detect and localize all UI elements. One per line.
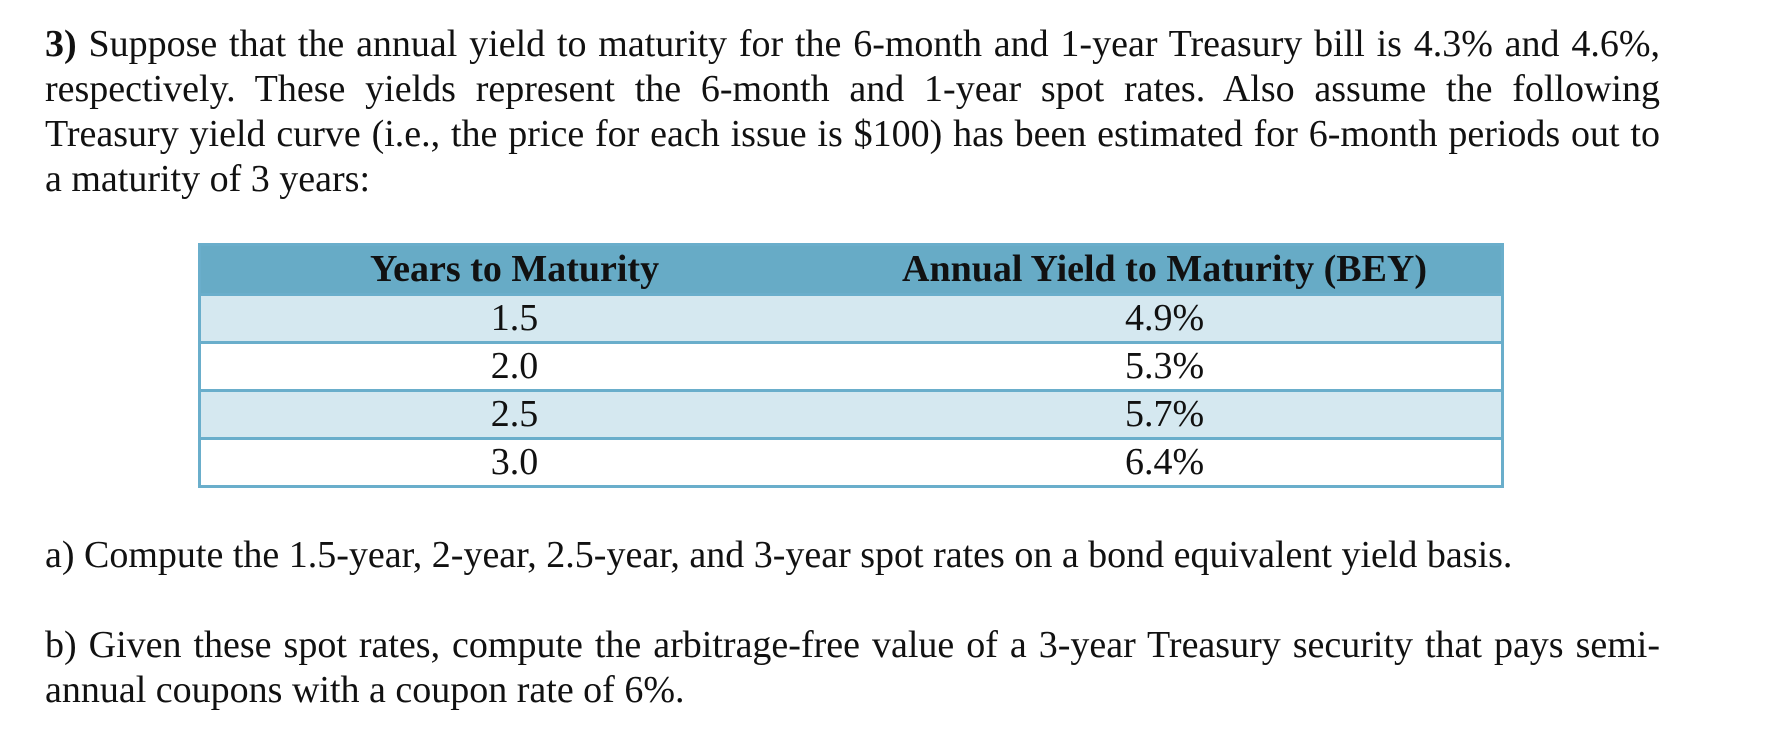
table-row: 2.5 5.7% — [199, 390, 1503, 440]
header-annual-yield: Annual Yield to Maturity (BEY) — [828, 244, 1503, 296]
problem-number: 3) — [45, 23, 77, 65]
cell-yield: 4.9% — [828, 294, 1503, 344]
yield-curve-table-container: Years to Maturity Annual Yield to Maturi… — [198, 243, 1504, 488]
table-row: 2.0 5.3% — [199, 342, 1503, 392]
problem-intro-text: Suppose that the annual yield to maturit… — [45, 23, 1660, 200]
question-b: b) Given these spot rates, compute the a… — [45, 624, 1660, 711]
table-row: 3.0 6.4% — [199, 438, 1503, 488]
cell-yield: 5.3% — [828, 342, 1503, 392]
cell-yield: 6.4% — [828, 438, 1503, 488]
problem-statement: 3) Suppose that the annual yield to matu… — [45, 22, 1660, 202]
cell-maturity: 2.0 — [199, 342, 829, 392]
header-years-to-maturity: Years to Maturity — [199, 244, 829, 296]
cell-yield: 5.7% — [828, 390, 1503, 440]
table-row: 1.5 4.9% — [199, 294, 1503, 344]
cell-maturity: 3.0 — [199, 438, 829, 488]
table-header-row: Years to Maturity Annual Yield to Maturi… — [199, 244, 1503, 296]
question-a: a) Compute the 1.5-year, 2-year, 2.5-yea… — [45, 534, 1513, 576]
cell-maturity: 2.5 — [199, 390, 829, 440]
yield-curve-table: Years to Maturity Annual Yield to Maturi… — [198, 243, 1504, 488]
cell-maturity: 1.5 — [199, 294, 829, 344]
